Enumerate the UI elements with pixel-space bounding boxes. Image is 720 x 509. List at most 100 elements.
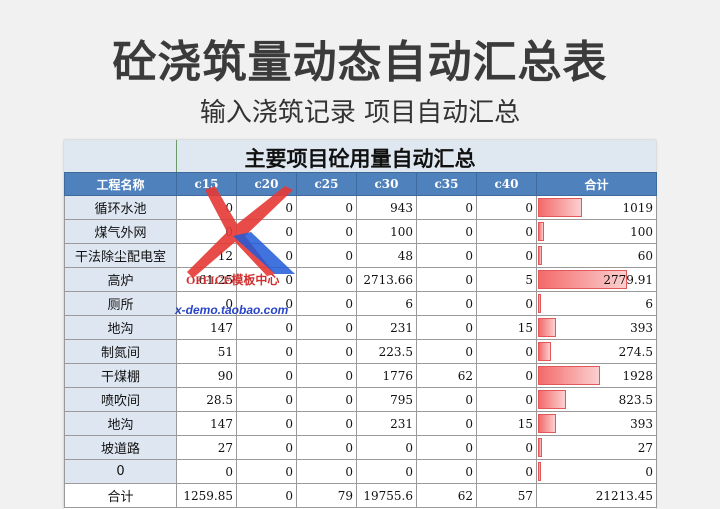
cell-c30[interactable]: 0 bbox=[356, 435, 417, 460]
cell-c25[interactable]: 0 bbox=[296, 315, 357, 340]
cell-c30[interactable]: 231 bbox=[356, 315, 417, 340]
cell-c25[interactable]: 0 bbox=[296, 435, 357, 460]
cell-c40[interactable]: 0 bbox=[476, 339, 537, 364]
column-header-c25[interactable]: c25 bbox=[296, 172, 357, 196]
cell-c35[interactable]: 0 bbox=[416, 387, 477, 412]
cell-c30[interactable]: 0 bbox=[356, 459, 417, 484]
column-header-c20[interactable]: c20 bbox=[236, 172, 297, 196]
column-header-name[interactable]: 工程名称 bbox=[64, 172, 177, 196]
cell-c35[interactable]: 0 bbox=[416, 435, 477, 460]
cell-c40[interactable]: 0 bbox=[476, 219, 537, 244]
cell-c35[interactable]: 62 bbox=[416, 483, 477, 508]
cell-c15[interactable]: 12 bbox=[176, 243, 237, 268]
cell-c35[interactable]: 0 bbox=[416, 267, 477, 292]
cell-c20[interactable]: 0 bbox=[236, 483, 297, 508]
cell-total[interactable]: 0 bbox=[536, 459, 657, 484]
cell-project-name[interactable]: 制氮间 bbox=[64, 339, 177, 364]
cell-c35[interactable]: 0 bbox=[416, 315, 477, 340]
cell-c15[interactable]: 51 bbox=[176, 339, 237, 364]
cell-c20[interactable]: 0 bbox=[236, 363, 297, 388]
cell-c40[interactable]: 0 bbox=[476, 363, 537, 388]
cell-c15[interactable]: 27 bbox=[176, 435, 237, 460]
cell-c30[interactable]: 19755.6 bbox=[356, 483, 417, 508]
cell-project-name[interactable]: 循环水池 bbox=[64, 195, 177, 220]
cell-total[interactable]: 274.5 bbox=[536, 339, 657, 364]
column-header-total[interactable]: 合计 bbox=[536, 172, 657, 196]
cell-c35[interactable]: 0 bbox=[416, 411, 477, 436]
cell-c40[interactable]: 0 bbox=[476, 243, 537, 268]
cell-project-name[interactable]: 合计 bbox=[64, 483, 177, 508]
cell-c15[interactable]: 0 bbox=[176, 219, 237, 244]
cell-c20[interactable]: 0 bbox=[236, 459, 297, 484]
cell-project-name[interactable]: 喷吹间 bbox=[64, 387, 177, 412]
cell-total[interactable]: 21213.45 bbox=[536, 483, 657, 508]
cell-c25[interactable]: 0 bbox=[296, 267, 357, 292]
cell-c40[interactable]: 0 bbox=[476, 195, 537, 220]
cell-project-name[interactable]: 0 bbox=[64, 459, 177, 484]
cell-project-name[interactable]: 厕所 bbox=[64, 291, 177, 316]
cell-c35[interactable]: 0 bbox=[416, 291, 477, 316]
cell-c20[interactable]: 0 bbox=[236, 339, 297, 364]
cell-c30[interactable]: 100 bbox=[356, 219, 417, 244]
cell-c35[interactable]: 0 bbox=[416, 195, 477, 220]
cell-c25[interactable]: 79 bbox=[296, 483, 357, 508]
cell-c15[interactable]: 147 bbox=[176, 315, 237, 340]
cell-total[interactable]: 1928 bbox=[536, 363, 657, 388]
cell-project-name[interactable]: 煤气外网 bbox=[64, 219, 177, 244]
cell-project-name[interactable]: 地沟 bbox=[64, 315, 177, 340]
cell-c30[interactable]: 795 bbox=[356, 387, 417, 412]
cell-total[interactable]: 393 bbox=[536, 411, 657, 436]
cell-c20[interactable]: 0 bbox=[236, 435, 297, 460]
cell-c30[interactable]: 6 bbox=[356, 291, 417, 316]
cell-c25[interactable]: 0 bbox=[296, 339, 357, 364]
cell-c40[interactable]: 5 bbox=[476, 267, 537, 292]
cell-c15[interactable]: 147 bbox=[176, 411, 237, 436]
cell-total[interactable]: 393 bbox=[536, 315, 657, 340]
column-header-c35[interactable]: c35 bbox=[416, 172, 477, 196]
cell-project-name[interactable]: 干煤棚 bbox=[64, 363, 177, 388]
cell-c25[interactable]: 0 bbox=[296, 243, 357, 268]
cell-c30[interactable]: 2713.66 bbox=[356, 267, 417, 292]
cell-c40[interactable]: 0 bbox=[476, 387, 537, 412]
cell-c30[interactable]: 231 bbox=[356, 411, 417, 436]
cell-c25[interactable]: 0 bbox=[296, 363, 357, 388]
cell-total[interactable]: 823.5 bbox=[536, 387, 657, 412]
cell-c15[interactable]: 0 bbox=[176, 459, 237, 484]
cell-c35[interactable]: 62 bbox=[416, 363, 477, 388]
cell-c35[interactable]: 0 bbox=[416, 339, 477, 364]
cell-c40[interactable]: 57 bbox=[476, 483, 537, 508]
cell-c30[interactable]: 48 bbox=[356, 243, 417, 268]
cell-c15[interactable]: 0 bbox=[176, 195, 237, 220]
cell-c20[interactable]: 0 bbox=[236, 219, 297, 244]
cell-total[interactable]: 2779.91 bbox=[536, 267, 657, 292]
cell-c40[interactable]: 0 bbox=[476, 291, 537, 316]
cell-c25[interactable]: 0 bbox=[296, 219, 357, 244]
cell-total[interactable]: 1019 bbox=[536, 195, 657, 220]
cell-c40[interactable]: 15 bbox=[476, 411, 537, 436]
column-header-c15[interactable]: c15 bbox=[176, 172, 237, 196]
cell-c20[interactable]: 0 bbox=[236, 315, 297, 340]
cell-c35[interactable]: 0 bbox=[416, 219, 477, 244]
cell-total[interactable]: 6 bbox=[536, 291, 657, 316]
cell-total[interactable]: 100 bbox=[536, 219, 657, 244]
cell-c25[interactable]: 0 bbox=[296, 411, 357, 436]
cell-c20[interactable]: 0 bbox=[236, 291, 297, 316]
cell-c20[interactable]: 0 bbox=[236, 387, 297, 412]
cell-project-name[interactable]: 干法除尘配电室 bbox=[64, 243, 177, 268]
cell-c40[interactable]: 15 bbox=[476, 315, 537, 340]
cell-c20[interactable]: 0 bbox=[236, 243, 297, 268]
cell-project-name[interactable]: 高炉 bbox=[64, 267, 177, 292]
cell-c40[interactable]: 0 bbox=[476, 459, 537, 484]
cell-project-name[interactable]: 地沟 bbox=[64, 411, 177, 436]
cell-c15[interactable]: 90 bbox=[176, 363, 237, 388]
cell-c30[interactable]: 223.5 bbox=[356, 339, 417, 364]
cell-c25[interactable]: 0 bbox=[296, 387, 357, 412]
cell-c15[interactable]: 28.5 bbox=[176, 387, 237, 412]
cell-total[interactable]: 60 bbox=[536, 243, 657, 268]
column-header-c30[interactable]: c30 bbox=[356, 172, 417, 196]
sheet-title-row[interactable]: 主要项目砼用量自动汇总 bbox=[64, 140, 656, 173]
cell-c25[interactable]: 0 bbox=[296, 291, 357, 316]
cell-c35[interactable]: 0 bbox=[416, 459, 477, 484]
cell-c20[interactable]: 0 bbox=[236, 411, 297, 436]
cell-c30[interactable]: 943 bbox=[356, 195, 417, 220]
